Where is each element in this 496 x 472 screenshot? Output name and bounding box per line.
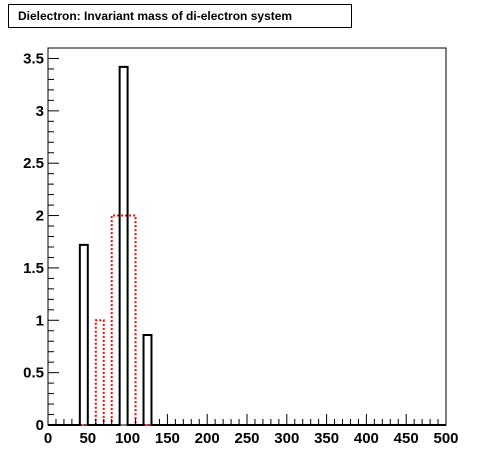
chart-title: Dielectron: Invariant mass of di-electro… bbox=[8, 4, 352, 28]
x-tick-label: 250 bbox=[234, 430, 259, 447]
x-tick-label: 450 bbox=[394, 430, 419, 447]
histogram-series-dotted bbox=[48, 214, 446, 426]
y-tick-label: 2 bbox=[36, 208, 44, 225]
x-tick-label: 400 bbox=[354, 430, 379, 447]
y-tick-label: 3 bbox=[36, 103, 44, 120]
y-tick-label: 0 bbox=[36, 417, 44, 434]
bar-solid-bin-9 bbox=[120, 67, 128, 425]
plot-frame bbox=[47, 47, 447, 426]
bar-solid-bin-4 bbox=[80, 245, 88, 425]
x-tick-label: 500 bbox=[433, 430, 458, 447]
x-tick-label: 50 bbox=[79, 430, 96, 447]
histogram-series-solid bbox=[48, 65, 446, 426]
y-tick-label: 2.5 bbox=[23, 155, 44, 172]
x-tick-label: 200 bbox=[195, 430, 220, 447]
x-tick-label: 300 bbox=[274, 430, 299, 447]
bar-dotted-bin-6 bbox=[96, 320, 104, 425]
y-tick-label: 1 bbox=[36, 312, 44, 329]
bar-dotted-bin-8 bbox=[112, 216, 120, 425]
bar-dotted-bin-9 bbox=[120, 216, 128, 425]
y-tick-label: 1.5 bbox=[23, 260, 44, 277]
bar-solid-bin-12 bbox=[144, 335, 152, 425]
x-tick-label: 350 bbox=[314, 430, 339, 447]
y-tick-label: 3.5 bbox=[23, 50, 44, 67]
bar-dotted-bin-10 bbox=[128, 216, 136, 425]
x-tick-label: 0 bbox=[44, 430, 52, 447]
x-tick-label: 100 bbox=[115, 430, 140, 447]
y-tick-label: 0.5 bbox=[23, 365, 44, 382]
x-tick-label: 150 bbox=[155, 430, 180, 447]
